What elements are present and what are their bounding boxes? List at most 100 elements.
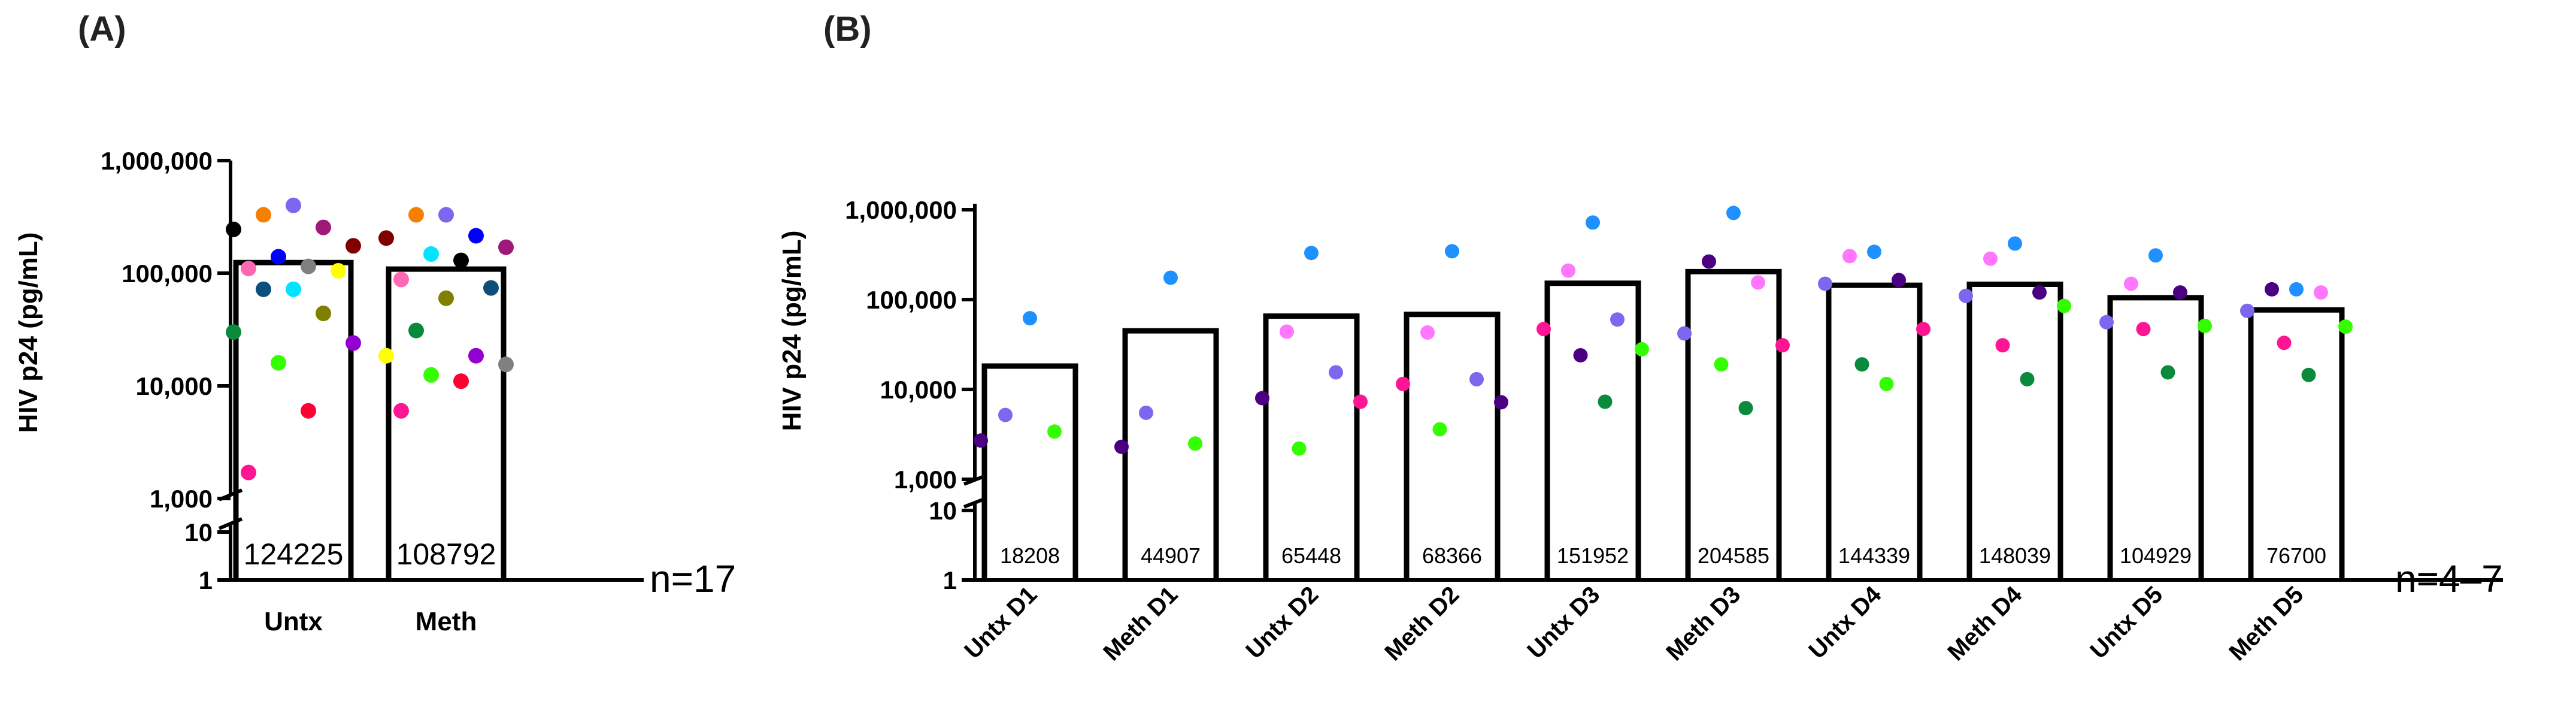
data-point <box>271 249 286 265</box>
category-label: Untx D3 <box>1522 581 1605 664</box>
data-point <box>1635 342 1649 356</box>
data-point <box>2265 282 2279 297</box>
bar-value-label: 68366 <box>1422 543 1482 568</box>
data-point <box>498 356 514 373</box>
data-point <box>998 407 1013 422</box>
bar <box>981 363 1078 580</box>
category-label: Meth D4 <box>1942 581 2028 666</box>
data-point <box>453 252 469 268</box>
y-tick-label: 1,000,000 <box>845 196 957 224</box>
panel-b-n-label: n=4–7 <box>2395 557 2503 600</box>
data-point <box>1536 322 1551 337</box>
data-point <box>1892 273 1906 288</box>
data-point <box>226 324 241 340</box>
bar <box>2248 307 2345 580</box>
panel-a: (A) HIV p24 (pg/mL) 1,00010,000100,0001,… <box>14 10 736 636</box>
data-point <box>378 230 394 246</box>
data-point <box>1280 324 1294 339</box>
bar-value-label: 124225 <box>244 537 344 571</box>
data-point <box>453 373 469 389</box>
data-point <box>1469 371 1484 386</box>
category-label: Untx D4 <box>1804 581 1887 664</box>
data-point <box>286 281 301 297</box>
data-point <box>2032 285 2047 300</box>
category-label: Untx D5 <box>2085 581 2168 664</box>
category-label: Meth D1 <box>1098 581 1183 666</box>
data-point <box>2136 322 2151 337</box>
data-point <box>1047 424 1062 439</box>
data-point <box>438 207 454 223</box>
data-point <box>331 263 346 279</box>
bar <box>1966 281 2063 580</box>
y-tick-label: 10 <box>929 497 957 525</box>
data-point <box>1818 276 1832 291</box>
panel-b-bars <box>981 268 2345 580</box>
data-point <box>2173 285 2187 300</box>
panel-a-y-axis-label: HIV p24 (pg/mL) <box>14 232 43 433</box>
data-point <box>256 207 271 223</box>
data-point <box>1677 326 1692 341</box>
data-point <box>1598 394 1613 409</box>
bar <box>386 266 507 580</box>
bar-value-label: 65448 <box>1281 543 1341 568</box>
data-point <box>2277 336 2292 351</box>
data-point <box>1879 376 1894 391</box>
data-point <box>1726 206 1741 220</box>
data-point <box>1292 441 1307 456</box>
bar <box>1122 328 1219 580</box>
data-point <box>2124 276 2138 291</box>
data-point <box>1396 376 1410 391</box>
data-point <box>346 335 361 351</box>
bar-value-label: 44907 <box>1141 543 1201 568</box>
data-point <box>974 433 988 448</box>
data-point <box>1867 244 1881 259</box>
data-point <box>2099 315 2114 330</box>
data-point <box>483 280 499 296</box>
data-point <box>1610 312 1625 327</box>
data-point <box>1561 263 1575 278</box>
data-point <box>1959 288 1973 303</box>
panel-a-value-labels: 124225 108792 <box>244 537 496 571</box>
category-label: Untx D1 <box>959 581 1042 664</box>
data-point <box>498 239 514 255</box>
data-point <box>1751 275 1765 290</box>
data-point <box>1420 325 1435 340</box>
data-point <box>1163 270 1178 285</box>
category-label: Untx D2 <box>1241 581 1323 664</box>
data-point <box>2160 365 2175 380</box>
data-point <box>1445 244 1459 259</box>
data-point <box>438 290 454 306</box>
panel-b-points <box>974 206 2353 456</box>
data-point <box>316 219 331 235</box>
panel-b: (B) HIV p24 (pg/mL) 1,00010,000100,0001,… <box>777 10 2503 666</box>
panel-a-y-ticks: 1,000 10,000 100,000 1,000,000 1 10 <box>101 147 231 594</box>
panel-a-n-label: n=17 <box>650 557 736 600</box>
y-tick-label: 10,000 <box>880 376 957 404</box>
bar-value-label: 108792 <box>396 537 496 571</box>
data-point <box>1114 439 1129 454</box>
data-point <box>241 261 256 277</box>
data-point <box>2148 248 2163 263</box>
data-point <box>2057 298 2071 313</box>
data-point <box>423 367 439 383</box>
data-point <box>393 271 409 288</box>
bar <box>1404 312 1501 580</box>
data-point <box>1023 311 1037 326</box>
panel-a-bars <box>233 259 507 580</box>
data-point <box>1738 401 1753 416</box>
data-point <box>1188 436 1202 451</box>
data-point <box>2240 303 2254 318</box>
data-point <box>408 322 424 339</box>
data-point <box>241 464 256 481</box>
bar <box>1685 268 1782 580</box>
category-label: Meth D5 <box>2224 581 2308 666</box>
bar-value-label: 204585 <box>1698 543 1769 568</box>
data-point <box>423 246 439 262</box>
data-point <box>2008 236 2022 251</box>
data-point <box>1714 357 1729 372</box>
data-point <box>286 197 301 213</box>
data-point <box>1494 395 1508 410</box>
data-point <box>408 207 424 223</box>
panel-a-category-labels: Untx Meth <box>264 607 477 636</box>
category-label: Meth D3 <box>1661 581 1745 666</box>
